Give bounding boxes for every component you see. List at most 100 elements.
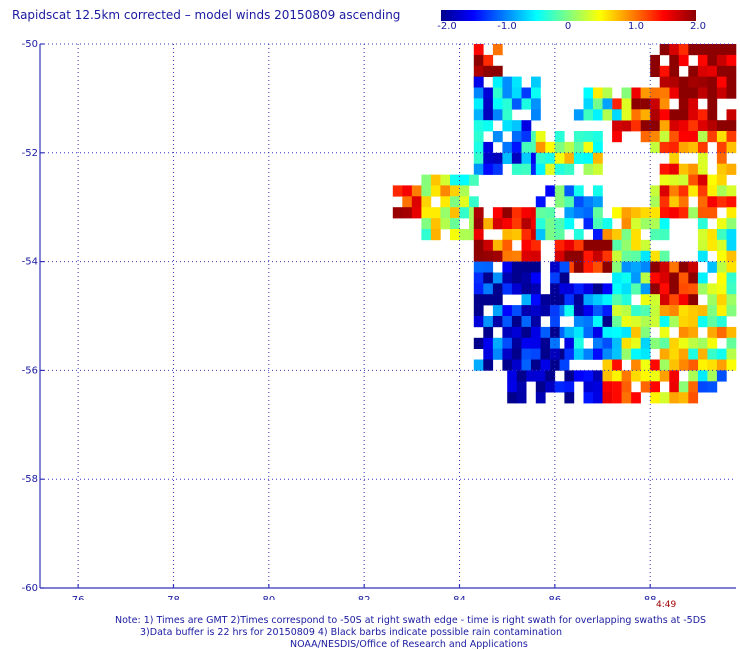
time-label: 4:49 [656, 600, 677, 610]
data-cell [716, 294, 727, 306]
data-cell [602, 316, 613, 328]
colorbar-tick-label: -1.0 [497, 21, 517, 32]
data-cell [631, 239, 641, 251]
data-cell [545, 207, 556, 219]
data-cell [593, 370, 603, 382]
data-cell [678, 98, 689, 110]
data-cell [440, 196, 451, 208]
data-cell [678, 174, 689, 186]
data-cell [469, 196, 479, 208]
data-cell [650, 120, 660, 132]
data-cell [545, 163, 556, 175]
data-cell [507, 370, 517, 382]
data-cell [716, 348, 727, 360]
data-cell [631, 98, 641, 110]
data-cell [640, 305, 651, 317]
data-cell [631, 109, 641, 121]
data-cell [545, 229, 556, 241]
data-cell [511, 272, 522, 284]
data-cell [650, 218, 660, 230]
data-cell [550, 359, 560, 371]
data-cell [726, 87, 737, 99]
data-cell [450, 218, 460, 230]
data-cell [411, 207, 422, 219]
x-tick-label: 84 [453, 595, 466, 600]
data-cell [650, 131, 660, 143]
data-cell [602, 392, 613, 404]
data-cell [502, 98, 513, 110]
data-cell [473, 283, 484, 295]
data-cell [521, 250, 532, 262]
data-cell [669, 54, 680, 67]
data-cell [602, 261, 613, 273]
data-cell [521, 316, 532, 328]
data-cell [483, 359, 494, 371]
data-cell [688, 261, 699, 273]
data-cell [659, 392, 670, 404]
data-cell [678, 337, 689, 349]
data-cell [511, 152, 522, 164]
data-cell [707, 229, 718, 241]
data-cell [621, 316, 632, 328]
data-cell [621, 272, 632, 284]
data-cell [502, 141, 513, 154]
data-cell [502, 152, 513, 164]
data-cell [583, 370, 594, 382]
data-cell [511, 348, 522, 360]
data-cell [659, 65, 670, 77]
data-cell [483, 316, 494, 328]
data-cell [621, 370, 632, 382]
data-cell [593, 316, 603, 328]
data-cell [593, 229, 603, 241]
data-cell [650, 109, 660, 121]
data-cell [483, 283, 494, 295]
data-cell [516, 392, 527, 404]
data-cell [697, 239, 708, 251]
data-cell [659, 218, 670, 230]
data-cell [640, 272, 651, 284]
data-cell [473, 120, 484, 132]
data-cell [602, 229, 613, 241]
x-tick-label: 76 [72, 595, 85, 600]
data-cell [612, 207, 622, 219]
data-cell [640, 87, 651, 99]
data-cell [659, 141, 670, 154]
data-cell [473, 54, 484, 67]
data-cell [583, 98, 594, 110]
data-cell [573, 229, 584, 241]
data-cell [688, 370, 699, 382]
data-cell [726, 207, 737, 219]
data-cell [583, 141, 594, 154]
colorbar-tick-label: 2.0 [690, 21, 706, 32]
data-cell [511, 87, 522, 99]
data-cell [535, 381, 546, 393]
data-cell [688, 316, 699, 328]
data-cell [612, 359, 622, 371]
data-cell [593, 98, 603, 110]
data-cell [554, 185, 565, 197]
data-cell [612, 294, 622, 306]
data-cell [726, 239, 737, 251]
data-cell [473, 229, 484, 241]
data-cell [564, 163, 575, 175]
data-cell [521, 326, 532, 339]
data-cell [473, 131, 484, 143]
data-cell [678, 196, 689, 208]
data-cell [573, 370, 584, 382]
data-cell [688, 163, 699, 175]
data-cell [612, 305, 622, 317]
data-cell [631, 229, 641, 241]
data-cell [492, 44, 503, 56]
data-cell [535, 229, 546, 241]
data-cell [669, 120, 680, 132]
data-cell [535, 131, 546, 143]
data-cell [621, 326, 632, 339]
data-cell [669, 207, 680, 219]
data-cell [659, 87, 670, 99]
data-cell [678, 261, 689, 273]
data-cell [707, 65, 718, 77]
data-cell [640, 283, 651, 295]
data-cell [483, 250, 494, 262]
data-cell [707, 381, 718, 393]
data-cell [688, 109, 699, 121]
